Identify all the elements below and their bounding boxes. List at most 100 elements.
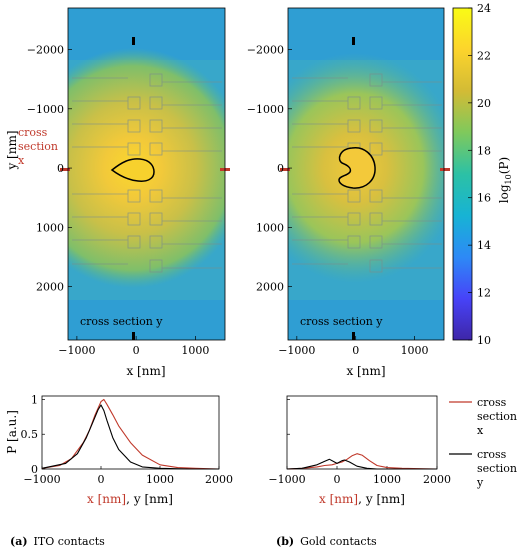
svg-text:section: section bbox=[18, 140, 58, 153]
series-line-cross-section-y bbox=[41, 404, 219, 470]
contact-pad-4 bbox=[127, 142, 141, 156]
cross-marker-left-ito bbox=[60, 168, 70, 171]
annotation-ito: cross section y bbox=[80, 315, 163, 328]
svg-text:cross: cross bbox=[18, 126, 48, 139]
contact-pad-7 bbox=[369, 189, 383, 203]
contour-gold-kidney bbox=[338, 147, 376, 189]
colorbar-bar bbox=[452, 7, 473, 341]
xlabel-line-gold: x [nm], y [nm] bbox=[319, 492, 405, 506]
marker-top-gold bbox=[352, 37, 355, 45]
colorbar-tick-label-1: 12 bbox=[477, 287, 491, 300]
frame-line-gold bbox=[286, 395, 438, 470]
series-line-cross-section-y bbox=[286, 458, 437, 470]
svg-text:x: x bbox=[18, 154, 25, 167]
ylabel-line-ito: P [a.u.] bbox=[5, 410, 19, 454]
x-tick-label-2: 1000 bbox=[401, 344, 429, 357]
contour-ito-teardrop bbox=[110, 158, 155, 182]
ylabel-ito: y [nm] bbox=[5, 130, 19, 170]
contact-pad-6 bbox=[127, 189, 141, 203]
heatmap-ito-panel: cross section y −1000 0 1000 −2000 −1000 0 100… bbox=[5, 7, 230, 378]
y-tick-label-1: −1000 bbox=[247, 103, 284, 116]
caption-gold: (b) Gold contacts bbox=[276, 535, 377, 548]
line-plot-gold: −1000 0 1000 2000 x [nm], y [nm] cross secti… bbox=[268, 395, 517, 506]
line-x-tick-label-0: −1000 bbox=[23, 473, 60, 486]
contact-pad-9 bbox=[369, 212, 383, 226]
contact-pad-11 bbox=[369, 235, 383, 249]
marker-bottom-ito bbox=[132, 332, 135, 340]
contact-pad-8 bbox=[127, 212, 141, 226]
contact-pad-9 bbox=[149, 212, 163, 226]
y-tick-label-0: −2000 bbox=[247, 44, 284, 57]
colorbar-tick-label-3: 16 bbox=[477, 192, 491, 205]
legend-label-y-1: cross bbox=[477, 448, 507, 461]
legend-label-x-1: cross bbox=[477, 396, 507, 409]
colorbar-tick-label-0: 10 bbox=[477, 334, 491, 347]
frame-gold bbox=[287, 7, 445, 341]
contact-pad-13 bbox=[149, 259, 163, 273]
contact-pad-0 bbox=[347, 96, 361, 110]
colorbar-label: log10(P) bbox=[497, 157, 513, 203]
y-tick-label-1: −1000 bbox=[27, 103, 64, 116]
x-tick-label-0: −1000 bbox=[58, 344, 95, 357]
x-tick-label-2: 1000 bbox=[181, 344, 209, 357]
cross-marker-right-gold bbox=[440, 168, 450, 171]
contact-pad-1 bbox=[369, 96, 383, 110]
y-tick-label-2: 0 bbox=[277, 162, 284, 175]
frame-line-ito bbox=[41, 395, 220, 470]
legend-label-x-2: section bbox=[477, 410, 517, 423]
line-x-tick-label-2: 1000 bbox=[373, 473, 401, 486]
x-tick-label-1: 0 bbox=[133, 344, 140, 357]
line-x-tick-label-0: −1000 bbox=[268, 473, 305, 486]
contact-pad-1 bbox=[149, 96, 163, 110]
y-tick-label-3: 1000 bbox=[256, 221, 284, 234]
contact-pad-3 bbox=[369, 119, 383, 133]
contact-pad-11 bbox=[149, 235, 163, 249]
contact-pad-10 bbox=[347, 235, 361, 249]
xlabel-ito: x [nm] bbox=[126, 364, 165, 378]
contacts-ito bbox=[72, 73, 222, 273]
x-tick-label-0: −1000 bbox=[278, 344, 315, 357]
line-y-tick-label-1: 0.5 bbox=[21, 428, 39, 441]
heatmap-gold-panel: cross section y −1000 0 1000 −2000 −1000 0 100… bbox=[247, 7, 450, 378]
line-x-tick-label-2: 1000 bbox=[146, 473, 174, 486]
line-x-tick-label-3: 2000 bbox=[205, 473, 233, 486]
cross-marker-left-gold bbox=[280, 168, 290, 171]
line-x-tick-label-1: 0 bbox=[98, 473, 105, 486]
legend-label-y-2: section bbox=[477, 462, 517, 475]
contact-pad-10 bbox=[127, 235, 141, 249]
contact-pad-12 bbox=[369, 73, 383, 87]
series-line-cross-section-x bbox=[286, 453, 438, 470]
caption-ito: (a) ITO contacts bbox=[10, 535, 105, 548]
y-tick-label-4: 2000 bbox=[256, 281, 284, 294]
y-tick-label-2: 0 bbox=[57, 162, 64, 175]
frame-ito bbox=[67, 7, 226, 341]
x-tick-label-1: 0 bbox=[352, 344, 359, 357]
contact-pad-5 bbox=[149, 142, 163, 156]
series-line-cross-section-x bbox=[41, 398, 220, 470]
colorbar: 10 12 14 16 18 20 22 24 log10(P) bbox=[452, 2, 513, 347]
contacts-gold bbox=[292, 73, 442, 273]
contact-pad-6 bbox=[347, 189, 361, 203]
contact-pad-0 bbox=[127, 96, 141, 110]
marker-bottom-gold bbox=[352, 332, 355, 340]
annotation-gold: cross section y bbox=[300, 315, 383, 328]
contact-pad-3 bbox=[149, 119, 163, 133]
colorbar-tick-label-5: 20 bbox=[477, 97, 491, 110]
contact-pad-12 bbox=[149, 73, 163, 87]
y-tick-label-3: 1000 bbox=[36, 221, 64, 234]
colorbar-tick-label-6: 22 bbox=[477, 49, 491, 62]
line-y-tick-label-2: 1 bbox=[31, 393, 38, 406]
contact-pad-2 bbox=[347, 119, 361, 133]
legend-label-x-3: x bbox=[477, 424, 484, 437]
colorbar-tick-label-4: 18 bbox=[477, 144, 491, 157]
contact-pad-2 bbox=[127, 119, 141, 133]
colorbar-tick-label-2: 14 bbox=[477, 239, 491, 252]
colorbar-tick-label-7: 24 bbox=[477, 2, 491, 15]
xlabel-line-ito: x [nm], y [nm] bbox=[87, 492, 173, 506]
line-x-tick-label-1: 0 bbox=[334, 473, 341, 486]
line-y-tick-label-0: 0 bbox=[31, 463, 38, 476]
marker-top-ito bbox=[132, 37, 135, 45]
contact-pad-8 bbox=[347, 212, 361, 226]
